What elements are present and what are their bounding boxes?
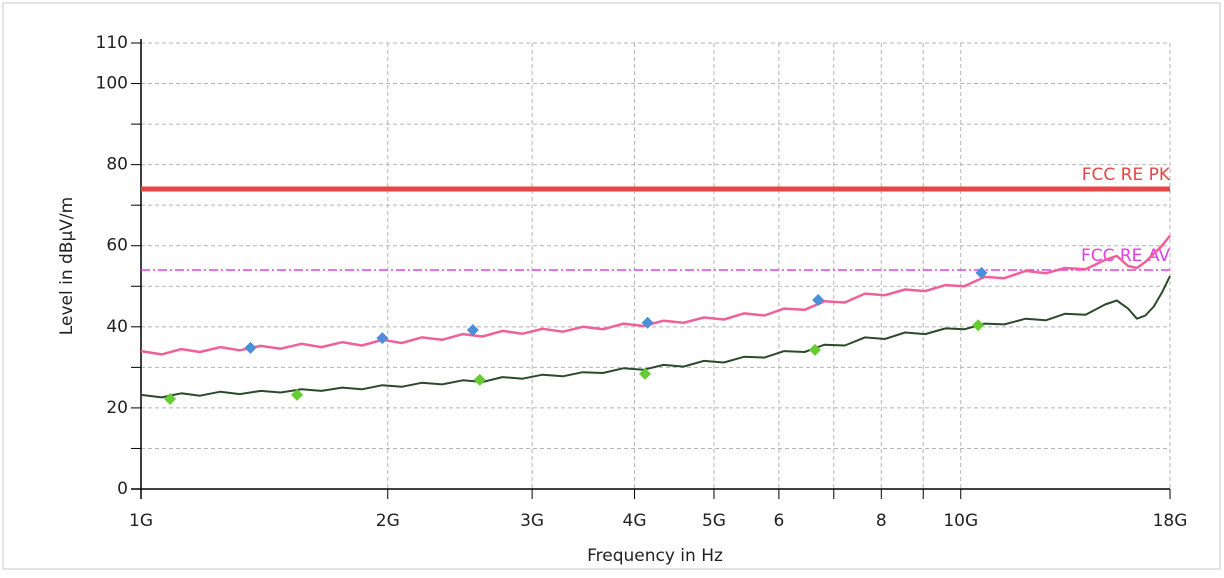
marker xyxy=(291,388,304,401)
marker xyxy=(639,367,652,380)
x-tick-label: 5G xyxy=(702,511,726,531)
x-tick-label: 1G xyxy=(129,511,153,531)
marker xyxy=(376,332,389,345)
x-tick-label: 2G xyxy=(376,511,400,531)
marker xyxy=(972,319,985,332)
y-tick-label: 20 xyxy=(106,398,128,418)
trace xyxy=(140,275,1171,399)
x-tick-label: 8 xyxy=(876,511,887,531)
y-tick-label: 80 xyxy=(106,155,128,175)
grid: 0 20 40 60 80 100 110 1G 2G 3G 4G 5G 6 8 10G 18G xyxy=(96,33,1188,531)
y-tick-label: 40 xyxy=(106,317,128,337)
marker xyxy=(808,343,821,356)
x-tick-label: 18G xyxy=(1153,511,1188,531)
marker xyxy=(812,294,825,307)
marker xyxy=(164,392,177,405)
x-tick-label: 6 xyxy=(773,511,784,531)
marker xyxy=(975,266,988,279)
trace xyxy=(140,234,1171,356)
y-tick-label: 110 xyxy=(96,33,128,53)
x-axis-label: Frequency in Hz xyxy=(587,546,723,566)
marker xyxy=(244,341,257,354)
x-tick-label: 3G xyxy=(520,511,544,531)
x-tick-label: 10G xyxy=(943,511,978,531)
marker xyxy=(641,316,654,329)
y-tick-label: 100 xyxy=(96,74,128,94)
marker xyxy=(466,324,479,337)
limit-label: FCC RE PK xyxy=(1082,165,1171,185)
y-tick-label: 60 xyxy=(106,236,128,256)
y-axis-label: Level in dBµV/m xyxy=(57,197,77,335)
y-tick-label: 0 xyxy=(117,479,128,499)
x-tick-label: 4G xyxy=(623,511,647,531)
marker xyxy=(473,373,486,386)
